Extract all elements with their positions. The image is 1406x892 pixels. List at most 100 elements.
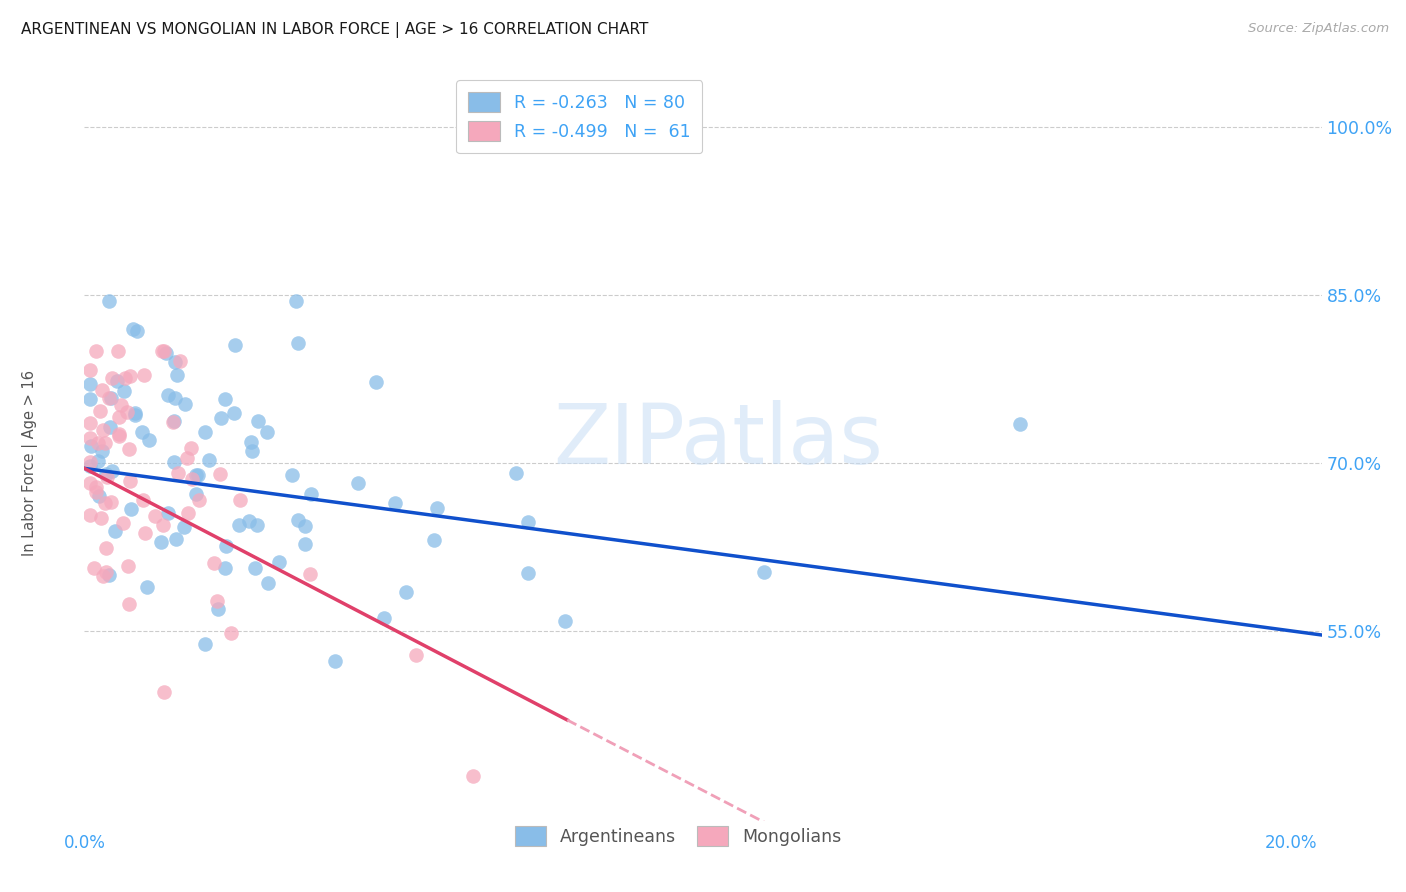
Point [224, 338, 246, 352]
Point [89, 489, 111, 503]
Point [169, 354, 191, 368]
Point [100, 391, 122, 405]
Point [294, 519, 316, 533]
Point [505, 466, 527, 480]
Point [96, 565, 118, 579]
Point [173, 520, 195, 534]
Point [405, 648, 427, 662]
Point [281, 467, 304, 482]
Point [94, 435, 117, 450]
Point [94, 541, 117, 556]
Point [120, 369, 142, 384]
Legend: Argentineans, Mongolians: Argentineans, Mongolians [508, 819, 848, 853]
Point [91, 569, 114, 583]
Point [177, 506, 200, 520]
Point [79, 376, 101, 391]
Point [121, 321, 143, 335]
Point [79, 392, 101, 406]
Point [79, 508, 101, 522]
Point [101, 464, 124, 478]
Point [243, 561, 266, 575]
Point [516, 566, 538, 581]
Point [84, 485, 107, 500]
Point [184, 487, 207, 501]
Point [423, 533, 446, 548]
Point [117, 559, 139, 574]
Point [132, 493, 155, 508]
Point [124, 406, 146, 420]
Point [79, 475, 101, 490]
Text: 20.0%: 20.0% [1265, 834, 1317, 852]
Point [163, 414, 186, 428]
Text: In Labor Force | Age > 16: In Labor Force | Age > 16 [22, 370, 38, 556]
Point [125, 324, 148, 338]
Point [107, 343, 129, 358]
Point [94, 467, 117, 481]
Point [247, 414, 270, 428]
Point [395, 585, 418, 599]
Point [86, 436, 108, 450]
Point [198, 452, 221, 467]
Point [91, 383, 114, 397]
Point [207, 594, 229, 608]
Text: 0.0%: 0.0% [63, 834, 105, 852]
Point [215, 539, 238, 553]
Point [98, 294, 121, 309]
Text: ZIPatlas: ZIPatlas [553, 400, 883, 481]
Point [239, 434, 262, 449]
Point [79, 431, 101, 445]
Point [287, 513, 309, 527]
Point [94, 496, 117, 510]
Point [294, 537, 316, 551]
Point [181, 473, 204, 487]
Point [267, 555, 290, 569]
Point [152, 343, 174, 358]
Point [86, 343, 108, 358]
Point [120, 475, 142, 489]
Point [105, 374, 128, 388]
Point [209, 467, 232, 482]
Point [91, 444, 114, 458]
Point [79, 416, 101, 430]
Point [157, 388, 180, 402]
Point [150, 534, 173, 549]
Point [166, 368, 188, 382]
Point [219, 625, 242, 640]
Point [186, 468, 208, 483]
Point [299, 567, 322, 582]
Point [214, 392, 236, 407]
Text: Source: ZipAtlas.com: Source: ZipAtlas.com [1249, 22, 1389, 36]
Point [163, 355, 186, 369]
Point [134, 368, 156, 382]
Point [157, 506, 180, 520]
Point [100, 420, 122, 434]
Point [384, 495, 406, 509]
Point [517, 515, 540, 529]
Point [373, 611, 395, 625]
Point [240, 443, 263, 458]
Point [256, 425, 278, 439]
Point [152, 518, 174, 533]
Point [107, 427, 129, 442]
Point [187, 493, 209, 508]
Point [180, 441, 202, 455]
Point [194, 425, 217, 440]
Point [202, 556, 225, 570]
Point [152, 343, 174, 358]
Point [752, 565, 775, 579]
Point [97, 391, 120, 405]
Point [90, 511, 112, 525]
Point [100, 371, 122, 385]
Point [176, 450, 198, 465]
Point [104, 524, 127, 539]
Point [184, 468, 207, 483]
Point [209, 410, 232, 425]
Point [228, 518, 250, 533]
Point [143, 508, 166, 523]
Point [163, 455, 186, 469]
Point [162, 415, 184, 429]
Point [100, 494, 122, 508]
Point [134, 526, 156, 541]
Point [193, 637, 215, 651]
Point [114, 371, 136, 385]
